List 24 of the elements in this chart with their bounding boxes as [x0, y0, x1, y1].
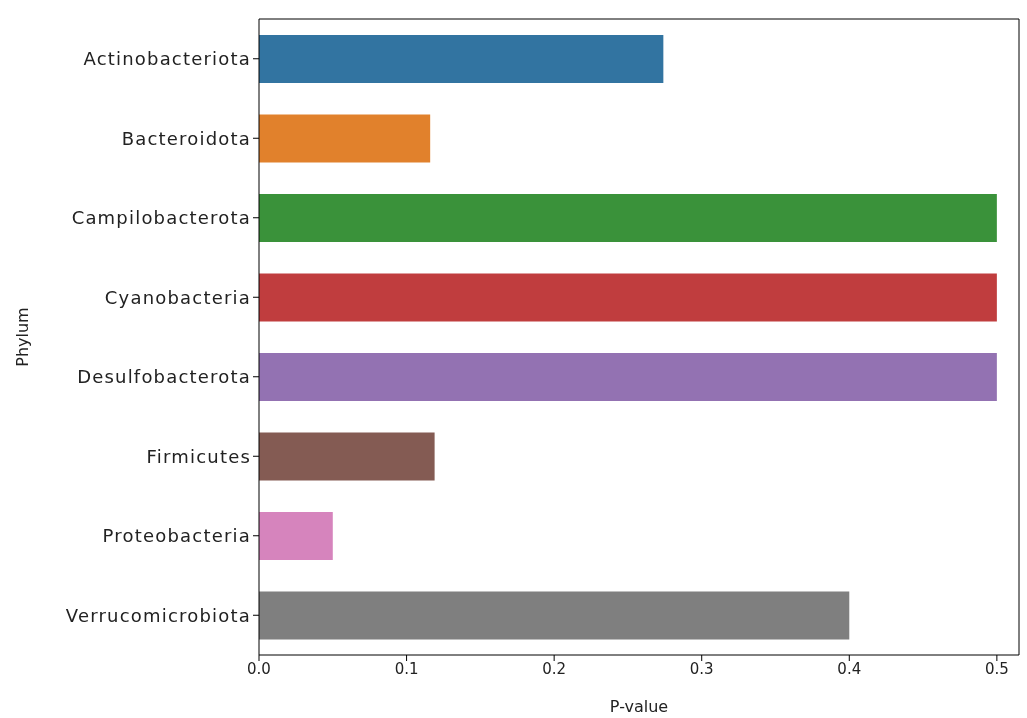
- bar: [259, 273, 997, 322]
- y-tick-label: Campilobacterota: [71, 207, 251, 229]
- y-tick-label: Bacteroidota: [121, 127, 251, 149]
- bar: [259, 193, 997, 242]
- bar: [259, 114, 431, 163]
- x-tick-label: 0.3: [689, 659, 714, 678]
- y-tick-label: Actinobacteriota: [83, 48, 251, 70]
- x-tick-label: 0.1: [394, 659, 419, 678]
- x-tick-label: 0.5: [984, 659, 1009, 678]
- bar: [259, 511, 333, 560]
- x-tick-label: 0.0: [247, 659, 271, 678]
- bar: [259, 34, 664, 83]
- bar: [259, 591, 850, 640]
- y-tick-label: Desulfobacterota: [77, 366, 251, 388]
- bar: [259, 432, 435, 481]
- y-tick-label: Proteobacteria: [102, 525, 251, 547]
- y-tick-label: Firmicutes: [146, 445, 251, 467]
- y-tick-label: Verrucomicrobiota: [65, 604, 251, 626]
- x-tick-label: 0.4: [837, 659, 862, 678]
- y-axis-title: Phylum: [12, 307, 32, 367]
- x-axis-title: P-value: [609, 697, 669, 716]
- x-tick-label: 0.2: [542, 659, 567, 678]
- y-tick-label: Cyanobacteria: [104, 286, 251, 308]
- bar: [259, 352, 997, 401]
